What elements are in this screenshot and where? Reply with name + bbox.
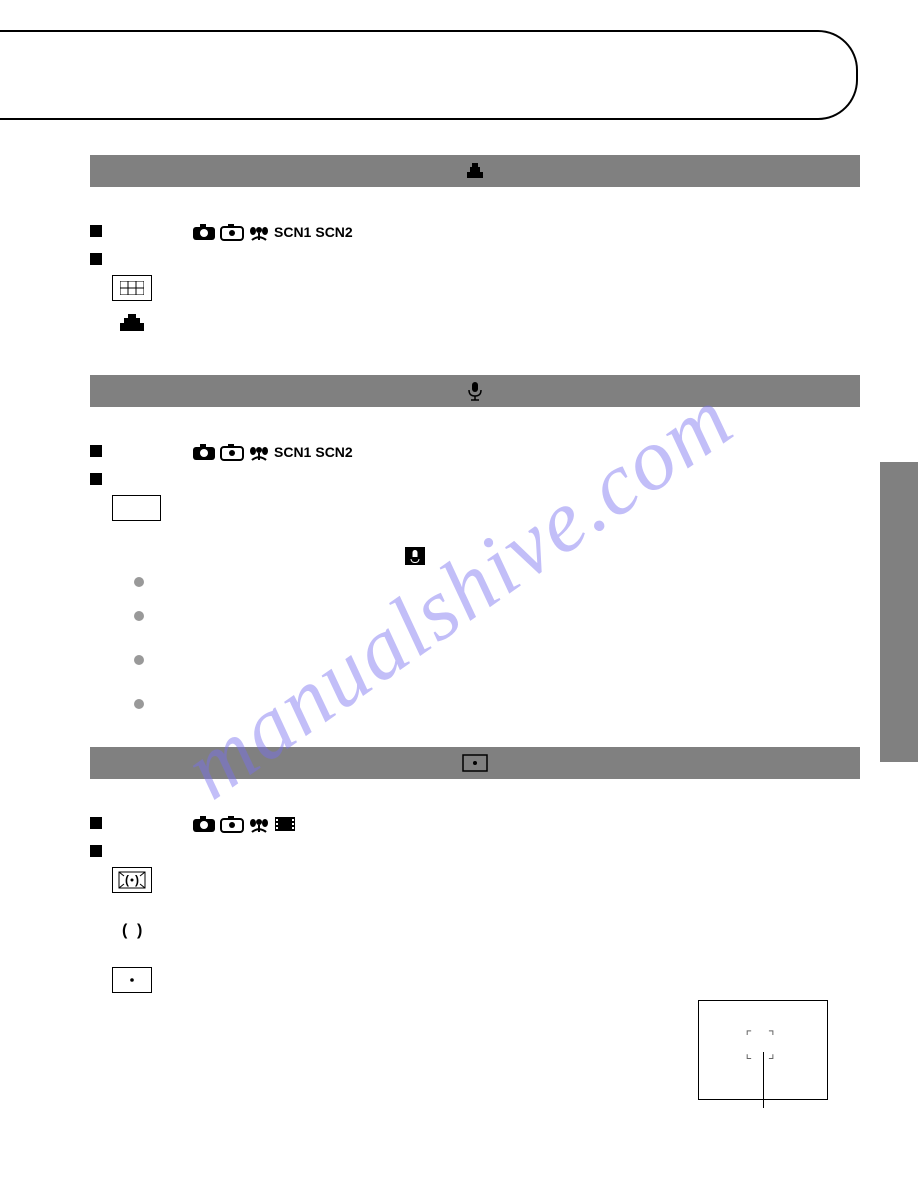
note-bullet [134, 577, 144, 587]
rec-option-box [112, 495, 161, 521]
settings-row-quality [90, 251, 860, 265]
scn1-label: SCN1 [274, 444, 311, 460]
settings-row-audio [90, 471, 860, 485]
spot-af-icon [462, 754, 488, 772]
applicable-mode-row-audio: SCN1 SCN2 [90, 443, 860, 461]
microphone-icon [467, 381, 483, 401]
microphone-inline-icon [405, 547, 425, 565]
spot-metering-diagram: ⌜ ⌝⌞ ⌟ [698, 1000, 828, 1100]
standard-grid-icon [112, 275, 152, 301]
bullet-square [90, 473, 102, 485]
note-bullet [134, 611, 144, 621]
bullet-square [90, 253, 102, 265]
page-content: SCN1 SCN2 [90, 155, 860, 1001]
multi-pattern-icon: () [112, 867, 152, 893]
section-banner-quality [90, 155, 860, 187]
camera-flip-icon [220, 223, 244, 241]
bullet-square [90, 225, 102, 237]
note-bullet [134, 699, 144, 709]
center-weighted-icon: () [112, 917, 152, 943]
camera-icon [192, 223, 216, 241]
page-header-tab [0, 30, 858, 120]
scn2-label: SCN2 [315, 224, 352, 240]
macro-flower-icon [248, 443, 270, 461]
camera-icon [192, 815, 216, 833]
camera-flip-icon [220, 815, 244, 833]
note-bullet [134, 655, 144, 665]
scn1-label: SCN1 [274, 224, 311, 240]
applicable-mode-row-quality: SCN1 SCN2 [90, 223, 860, 241]
section-banner-metering [90, 747, 860, 779]
movie-icon [274, 815, 296, 833]
macro-flower-icon [248, 223, 270, 241]
svg-text:(: ( [125, 873, 129, 887]
camera-icon [192, 443, 216, 461]
scn2-label: SCN2 [315, 444, 352, 460]
spot-icon [112, 967, 152, 993]
bullet-square [90, 817, 102, 829]
camera-flip-icon [220, 443, 244, 461]
diagram-pointer-line [763, 1052, 764, 1108]
applicable-mode-row-metering [90, 815, 860, 833]
settings-row-metering [90, 843, 860, 857]
svg-text:): ) [135, 873, 139, 887]
svg-text:(: ( [122, 922, 128, 939]
fine-stack-icon [112, 309, 152, 335]
bullet-square [90, 845, 102, 857]
quality-stack-icon [464, 162, 486, 180]
bullet-square [90, 445, 102, 457]
side-thumb-tab [880, 462, 918, 762]
svg-text:): ) [137, 922, 142, 939]
section-banner-audio [90, 375, 860, 407]
macro-flower-icon [248, 815, 270, 833]
